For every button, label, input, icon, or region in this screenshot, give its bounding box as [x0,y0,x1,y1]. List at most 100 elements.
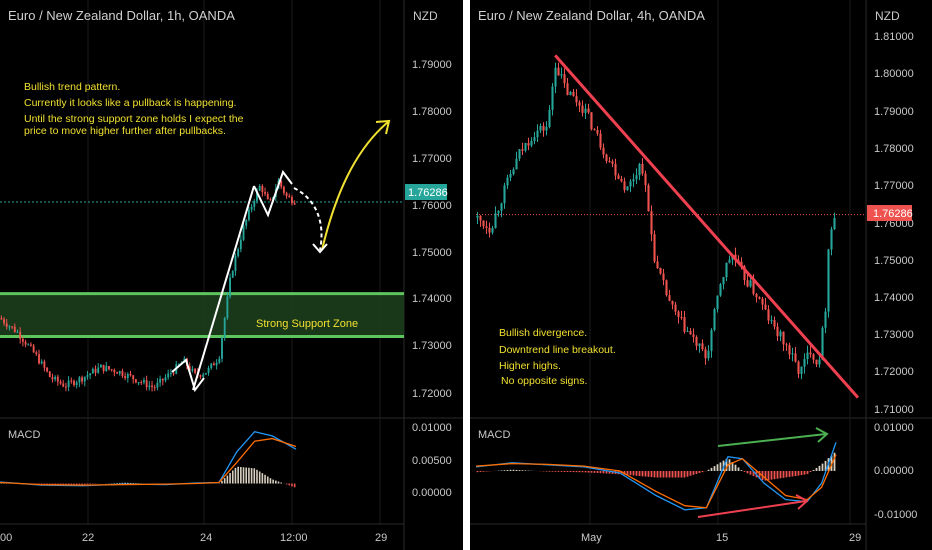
candle-body [16,331,19,333]
right-time-label: 29 [849,532,861,544]
candle-body [830,229,833,250]
annotation-line-2: Currently it looks like a pullback is ha… [24,97,236,109]
candle-body [35,352,38,355]
candle-body [282,186,285,193]
candle-body [578,102,581,106]
right-grid [589,0,851,524]
right-macd-tick: 0.00000 [874,465,914,477]
candle-body [46,367,49,372]
candle-body [674,304,677,312]
candle-body [21,338,24,342]
right-price-tick: 1.79000 [874,106,914,118]
candle-body [623,181,626,191]
candle-body [611,161,614,164]
candle-body [237,249,240,257]
candle-body [116,372,118,374]
candle-body [293,203,296,205]
candle-body [488,227,491,233]
candle-body [818,359,821,365]
right-price-tick: 1.74000 [874,292,914,304]
candle-body [761,298,764,305]
candle-body [575,96,578,103]
candle-body [530,140,533,146]
candle-body [202,374,205,377]
candle-body [81,377,84,382]
candle-body [503,185,506,204]
candle-body [261,185,264,193]
left-price-ticks: 1.79000 1.78000 1.77000 1.76000 1.75000 … [412,59,452,400]
right-time-label: 15 [716,532,728,544]
candle-body [635,175,638,180]
candle-body [605,154,608,162]
right-current-price-label: 1.76286 [873,208,913,220]
candle-body [64,386,67,388]
candle-body [569,91,572,95]
candle-body [518,149,521,159]
candle-body [89,373,92,376]
candle-body [827,249,830,312]
candle-body [728,259,731,263]
candle-body [707,350,710,359]
right-price-tick: 1.81000 [874,31,914,43]
annotation-line-1: Bullish trend pattern. [24,81,120,93]
left-macd-tick: 0.00000 [412,487,452,499]
candle-body [821,327,824,360]
candle-body [647,185,650,212]
candle-body [632,179,635,182]
candle-body [124,376,127,379]
candle-body [19,331,22,339]
candle-body [264,192,266,194]
candle-body [256,190,258,201]
left-chart-panel[interactable]: Euro / New Zealand Dollar, 1h, OANDA NZD… [0,0,463,550]
candle-body [668,295,671,301]
candle-body [713,309,716,330]
left-price-tick: 1.73000 [412,340,452,352]
candle-body [671,300,674,305]
candle-body [258,185,261,191]
candle-body [5,323,8,327]
candle-body [557,67,560,76]
candle-body [656,261,659,269]
candle-body [485,226,488,228]
candle-body [13,326,16,333]
candle-body [482,220,485,227]
zigzag-impulse [192,185,255,391]
candle-body [509,174,512,178]
candle-body [533,137,536,141]
candle-body [641,164,644,174]
left-price-tick: 1.75000 [412,247,452,259]
candle-body [78,377,81,383]
annotation-line-4: No opposite signs. [501,375,587,387]
candle-body [126,373,129,379]
candle-body [161,378,164,381]
left-current-price-badge [405,184,447,200]
right-current-price-badge [867,205,912,221]
left-price-tick: 1.78000 [412,106,452,118]
candle-body [566,83,569,95]
candle-body [40,361,43,364]
candle-body [38,354,40,364]
candle-body [129,373,132,376]
candle-body [229,277,232,297]
candle-body [662,273,665,281]
candle-body [686,331,689,333]
support-zone [0,293,404,337]
right-chart-panel[interactable]: Euro / New Zealand Dollar, 4h, OANDA NZD… [470,0,932,550]
candle-body [767,309,770,321]
right-macd-tick: 0.01000 [874,422,914,434]
left-price-tick: 1.77000 [412,153,452,165]
left-price-tick: 1.74000 [412,293,452,305]
candle-body [629,181,632,187]
candle-body [599,133,602,148]
support-zone-label: Strong Support Zone [256,318,358,330]
left-macd-tick: 0.00500 [412,455,452,467]
left-price-tick: 1.72000 [412,388,452,400]
candle-body [638,164,641,176]
candle-body [791,353,794,355]
annotation-line-1: Bullish divergence. [499,327,587,339]
candle-body [62,383,65,387]
candle-body [75,382,78,386]
candle-body [782,331,785,345]
candle-body [746,280,749,287]
higher-low-arrow [697,494,809,518]
